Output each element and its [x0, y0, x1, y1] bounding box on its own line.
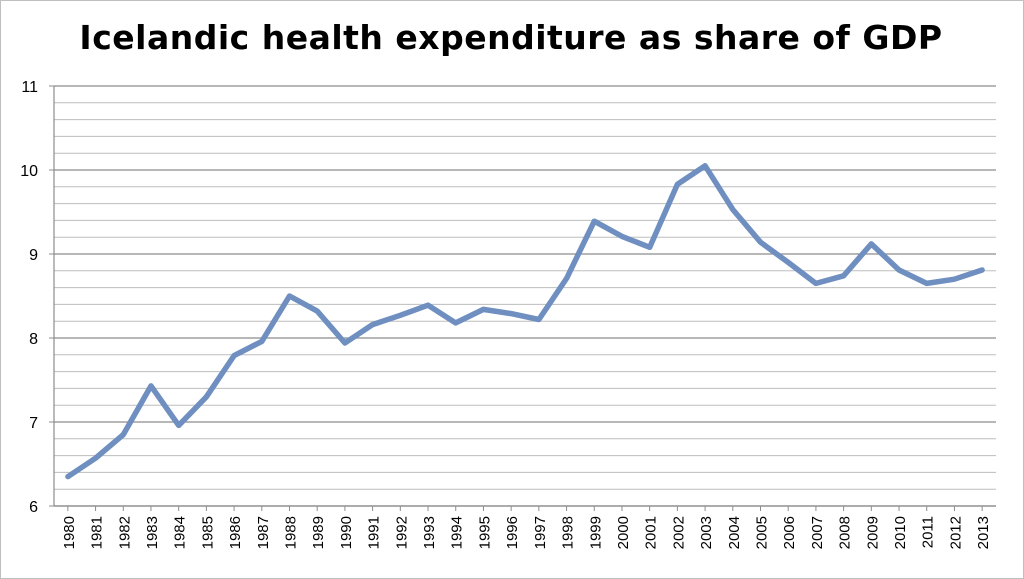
x-tick-label: 2000 — [615, 516, 632, 549]
x-tick-label: 1996 — [504, 516, 521, 549]
data-point — [372, 324, 374, 326]
label-layer: 6 7 8 9 10 11 1980 1981 1982 1983 1984 1985 1986 1987… — [20, 79, 992, 549]
x-tick-label: 2008 — [837, 516, 854, 549]
y-tick-label: 10 — [20, 163, 38, 180]
x-tick-label: 1984 — [172, 516, 189, 549]
x-tick-label: 1981 — [89, 516, 106, 549]
data-point — [399, 314, 401, 316]
data-point — [67, 476, 69, 478]
x-tick-label: 1997 — [532, 516, 549, 549]
x-tick-label: 2002 — [670, 516, 687, 549]
data-point — [593, 220, 595, 222]
data-point — [150, 385, 152, 387]
x-tick-label: 1995 — [476, 516, 493, 549]
data-point — [676, 183, 678, 185]
data-point — [289, 295, 290, 297]
y-tick-label: 7 — [29, 415, 38, 432]
x-tick-label: 2013 — [975, 516, 992, 549]
data-point — [427, 304, 429, 306]
x-tick-label: 1991 — [366, 516, 383, 549]
axis-layer — [49, 85, 996, 511]
data-point — [843, 275, 845, 277]
data-point — [704, 165, 706, 167]
y-tick-label: 8 — [29, 331, 38, 348]
x-tick-label: 1985 — [199, 516, 216, 549]
x-tick-label: 2006 — [781, 516, 798, 549]
data-point — [233, 355, 235, 357]
x-tick-label: 2009 — [864, 516, 881, 549]
x-tick-label: 2003 — [698, 516, 715, 549]
data-point — [787, 261, 789, 263]
data-point — [455, 322, 457, 324]
data-point — [898, 269, 900, 271]
x-tick-label: 2007 — [809, 516, 826, 549]
x-tick-label: 1993 — [421, 516, 438, 549]
x-tick-label: 2010 — [892, 516, 909, 549]
x-tick-label: 1998 — [560, 516, 577, 549]
x-tick-label: 2011 — [920, 516, 937, 548]
x-tick-label: 2005 — [754, 516, 771, 549]
data-point — [981, 269, 983, 271]
x-tick-label: 2012 — [947, 516, 964, 549]
x-tick-label: 1988 — [283, 516, 300, 549]
x-tick-label: 1980 — [61, 516, 78, 549]
data-point — [122, 434, 124, 436]
data-point — [261, 340, 263, 342]
series-line — [65, 163, 985, 480]
y-tick-label: 6 — [29, 499, 38, 516]
x-tick-label: 1982 — [116, 516, 133, 549]
data-point — [95, 457, 97, 459]
data-point — [732, 208, 734, 210]
x-tick-label: 1999 — [587, 516, 604, 549]
x-tick-label: 1990 — [338, 516, 355, 549]
x-tick-label: 1992 — [393, 516, 410, 549]
data-point — [621, 235, 623, 237]
data-point — [482, 308, 484, 310]
data-point — [953, 278, 955, 280]
data-point — [926, 282, 928, 284]
data-point — [205, 396, 207, 398]
data-point — [316, 310, 318, 312]
x-tick-label: 1987 — [255, 516, 272, 549]
data-point — [510, 313, 512, 315]
x-tick-label: 2004 — [726, 516, 743, 549]
x-tick-label: 1986 — [227, 516, 244, 549]
chart-title: Icelandic health expenditure as share of… — [79, 18, 943, 57]
data-point — [344, 342, 346, 344]
series-layer — [65, 163, 985, 480]
x-tick-label: 1983 — [144, 516, 161, 549]
x-tick-label: 1994 — [449, 516, 466, 549]
grid-layer — [54, 85, 996, 507]
y-tick-label: 11 — [21, 79, 38, 96]
data-point — [760, 241, 761, 243]
data-point — [566, 277, 568, 279]
data-point — [815, 282, 817, 284]
data-point — [538, 319, 540, 321]
x-tick-label: 1989 — [310, 516, 327, 549]
data-point — [178, 424, 180, 426]
data-point — [649, 246, 651, 248]
y-tick-label: 9 — [29, 247, 38, 264]
x-tick-label: 2001 — [643, 516, 660, 549]
data-point — [870, 243, 872, 245]
